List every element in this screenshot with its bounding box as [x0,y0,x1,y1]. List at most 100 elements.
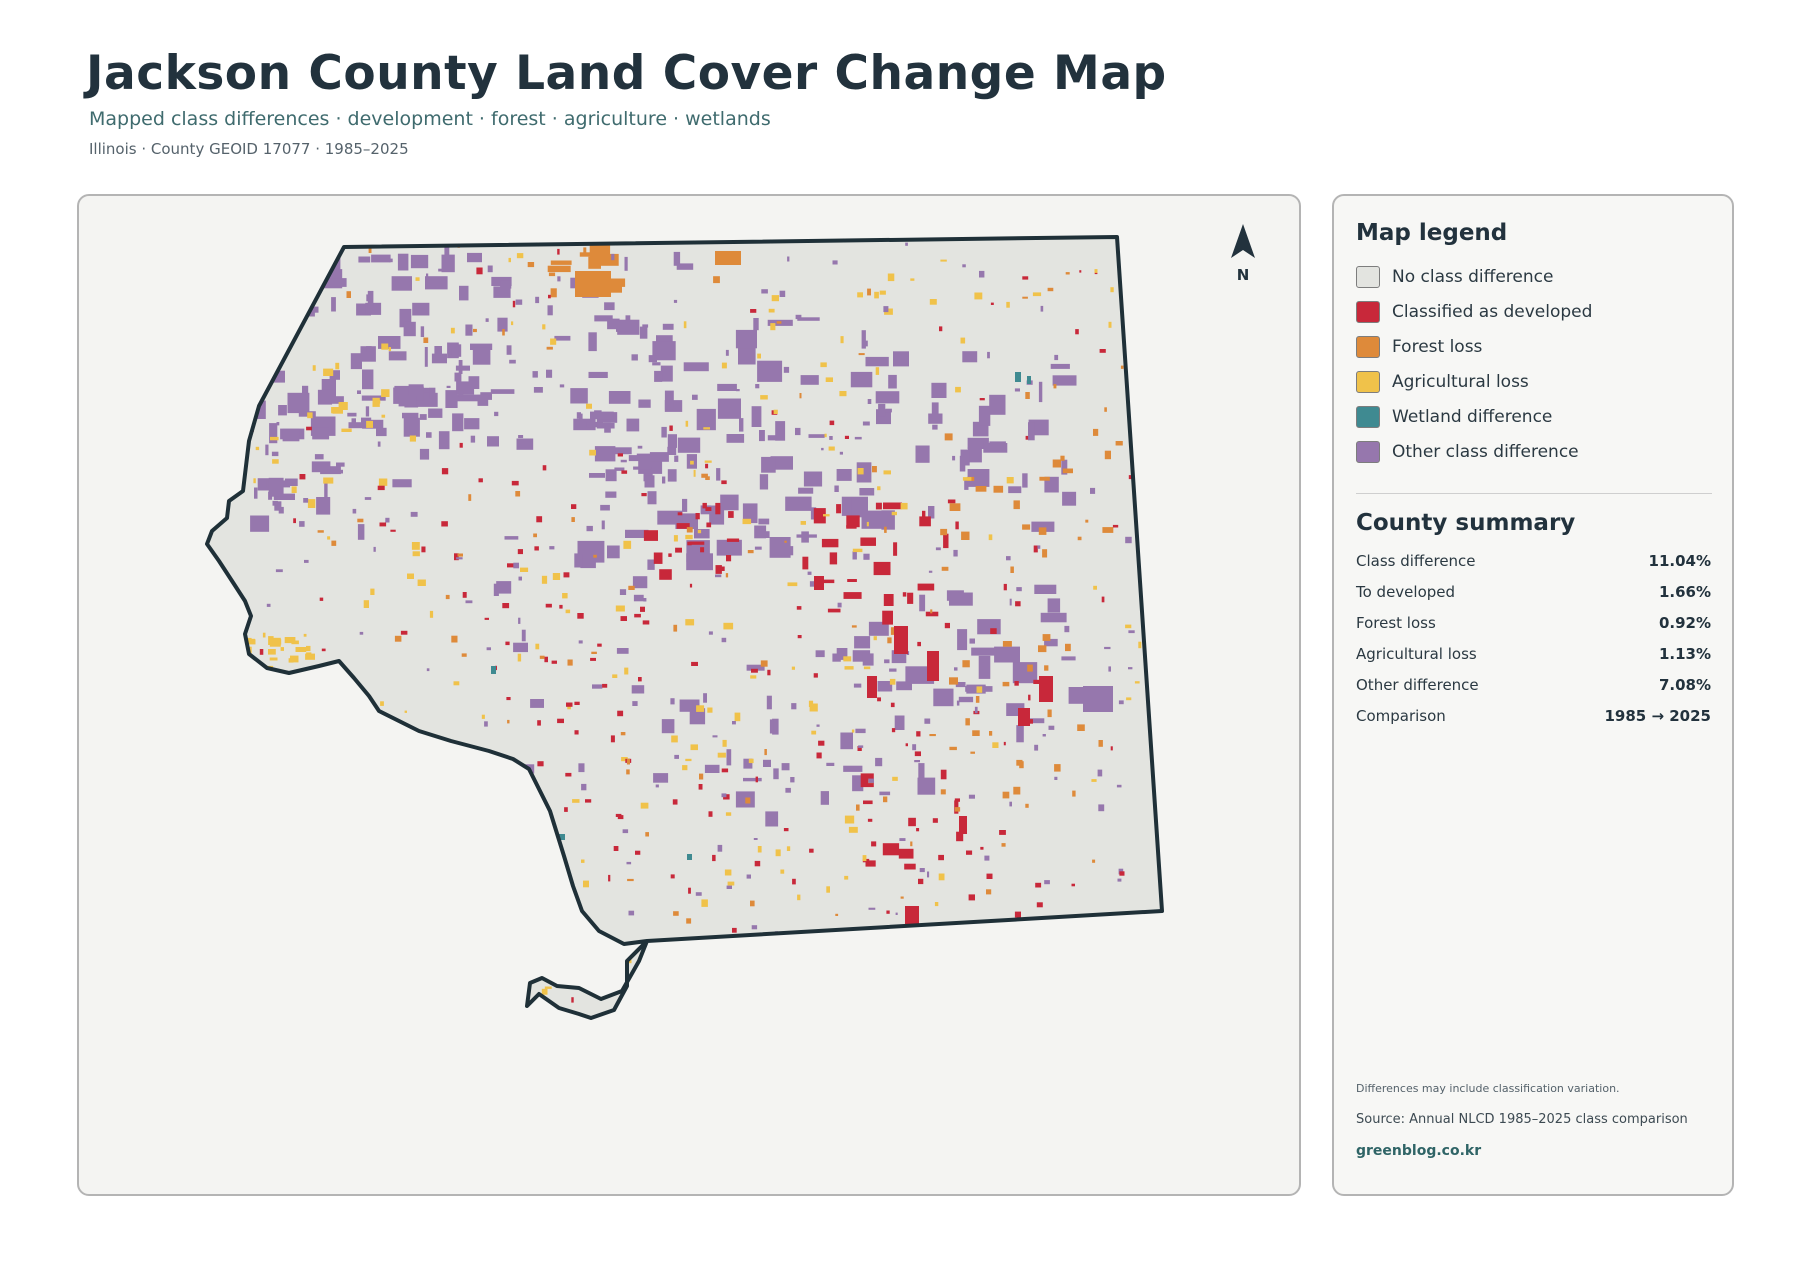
other-difference-patch [808,434,825,438]
other-difference-patch [333,688,336,695]
forest-loss-patch [1098,740,1103,747]
other-difference-patch [864,340,868,347]
other-difference-patch [364,497,372,500]
other-difference-patch [304,559,309,563]
developed-patch [564,807,568,812]
other-difference-patch [299,521,305,527]
other-difference-patch [412,302,430,316]
other-difference-patch [1031,521,1055,532]
other-difference-patch [351,418,356,423]
site-credit[interactable]: greenblog.co.kr [1356,1143,1482,1159]
agricultural-loss-patch [515,970,520,973]
other-difference-patch [1052,375,1077,386]
forest-loss-patch [507,719,510,724]
other-difference-patch [889,668,897,672]
north-arrow-icon [1231,224,1255,258]
other-difference-patch [601,520,605,530]
developed-patch [476,267,483,275]
agricultural-loss-patch [623,540,632,549]
legend-item-other: Other class difference [1356,439,1579,465]
developed-patch [754,860,761,867]
forest-loss-patch [949,746,957,751]
other-difference-patch [589,473,605,478]
county-map[interactable] [79,196,1299,1194]
agricultural-loss-patch [191,344,196,349]
developed-patch [827,608,841,613]
agricultural-loss-patch [186,500,196,504]
summary-label: Other difference [1356,676,1479,694]
page-subtitle: Mapped class differences · development ·… [89,108,771,130]
legend-label: Other class difference [1392,442,1579,462]
other-difference-patch [862,421,870,426]
other-difference-patch [441,939,449,946]
forest-loss-patch [989,731,993,736]
developed-patch [527,950,534,955]
other-difference-patch [275,569,283,573]
developed-patch [865,860,876,867]
developed-patch [254,775,260,779]
agricultural-loss-patch [270,436,279,441]
developed-patch [544,656,548,663]
agricultural-loss-patch [400,854,406,859]
other-difference-patch [607,318,620,330]
agricultural-loss-patch [341,428,352,432]
other-difference-patch [647,491,657,505]
other-difference-patch [918,763,925,780]
agricultural-loss-patch [892,776,898,781]
agricultural-loss-patch [1091,779,1097,782]
agricultural-loss-patch [235,393,241,401]
forest-loss-patch [1104,407,1107,412]
other-difference-patch [775,421,786,441]
other-difference-patch [928,506,935,519]
other-difference-patch [1009,801,1012,807]
forest-loss-patch [547,265,571,273]
other-difference-patch [905,666,935,684]
developed-patch [586,939,592,944]
other-difference-patch [856,462,872,483]
agricultural-loss-patch [685,534,693,540]
developed-patch [334,786,338,793]
forest-loss-patch [780,943,786,950]
other-difference-patch [742,503,758,524]
developed-patch [883,594,894,606]
other-difference-patch [458,390,464,397]
other-difference-patch [773,768,779,780]
developed-patch [797,635,802,639]
other-difference-patch [850,371,873,388]
forest-loss-patch [571,517,575,522]
developed-patch [1006,1003,1010,1009]
other-difference-patch [924,718,931,724]
other-difference-patch [912,744,917,751]
other-difference-patch [1032,949,1036,954]
developed-patch [559,604,563,609]
other-difference-patch [487,265,493,273]
other-difference-patch [397,253,409,271]
developed-patch [792,878,796,885]
developed-patch [986,873,993,879]
other-difference-patch [770,456,793,470]
agricultural-loss-patch [840,336,844,344]
map-panel[interactable] [77,194,1301,1196]
developed-patch [873,561,891,576]
agricultural-loss-patch [323,368,334,376]
other-difference-patch [604,302,615,311]
other-difference-patch [518,617,521,624]
other-difference-patch [854,636,871,649]
agricultural-loss-patch [1006,477,1014,484]
other-difference-patch [1123,263,1130,267]
agricultural-loss-patch [242,663,249,669]
other-difference-patch [725,999,733,1002]
other-difference-patch [839,451,843,455]
other-difference-patch [518,576,522,581]
forest-loss-patch [477,766,482,774]
county-boundary [205,235,1164,1020]
other-difference-patch [622,829,629,834]
other-difference-patch [649,452,669,462]
other-difference-patch [1157,713,1162,717]
developed-patch [897,977,904,981]
agricultural-loss-patch [508,257,511,263]
other-difference-patch [245,692,252,697]
agricultural-loss-patch [900,502,908,510]
agricultural-loss-patch [1124,944,1129,950]
other-difference-patch [573,418,596,431]
